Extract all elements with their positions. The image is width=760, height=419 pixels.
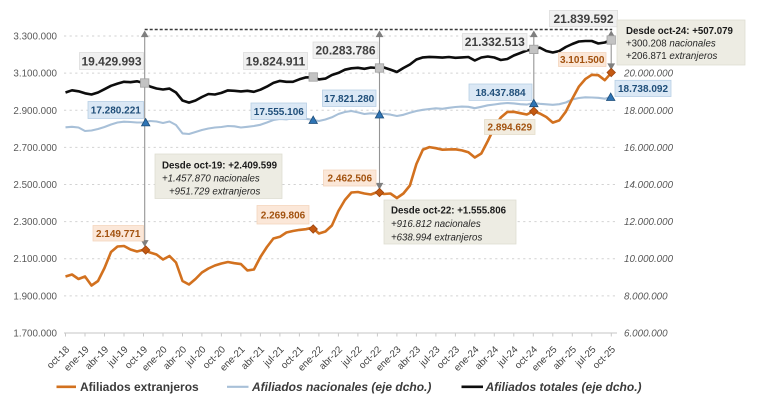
- svg-text:Desde oct-19: +2.409.599: Desde oct-19: +2.409.599: [162, 161, 278, 172]
- svg-text:+916.812 nacionales: +916.812 nacionales: [391, 219, 481, 230]
- svg-text:21.839.592: 21.839.592: [553, 12, 613, 26]
- svg-text:+951.729 extranjeros: +951.729 extranjeros: [169, 187, 260, 198]
- svg-text:20.000.000: 20.000.000: [623, 69, 674, 80]
- svg-text:Afiliados extranjeros: Afiliados extranjeros: [80, 380, 199, 394]
- svg-text:8.000.000: 8.000.000: [624, 291, 668, 302]
- svg-text:Desde oct-24: +507.079: Desde oct-24: +507.079: [626, 26, 734, 37]
- svg-text:3.300.000: 3.300.000: [13, 32, 57, 43]
- svg-text:2.300.000: 2.300.000: [13, 217, 57, 228]
- svg-text:1.700.000: 1.700.000: [13, 329, 57, 340]
- svg-text:+300.208 nacionales: +300.208 nacionales: [626, 39, 716, 50]
- svg-text:21.332.513: 21.332.513: [465, 35, 525, 49]
- svg-text:2.462.506: 2.462.506: [328, 174, 373, 185]
- svg-text:18.738.092: 18.738.092: [618, 84, 668, 95]
- svg-text:16.000.000: 16.000.000: [624, 143, 674, 154]
- svg-text:17.821.280: 17.821.280: [324, 94, 374, 105]
- svg-text:Desde oct-22: +1.555.806: Desde oct-22: +1.555.806: [391, 206, 507, 217]
- svg-text:17.280.221: 17.280.221: [91, 106, 141, 117]
- svg-text:20.283.786: 20.283.786: [315, 44, 375, 58]
- svg-text:18.000.000: 18.000.000: [624, 106, 674, 117]
- svg-text:1.900.000: 1.900.000: [13, 291, 57, 302]
- svg-text:2.894.629: 2.894.629: [488, 123, 533, 134]
- svg-text:2.149.771: 2.149.771: [96, 229, 141, 240]
- svg-text:2.269.806: 2.269.806: [261, 210, 306, 221]
- svg-text:3.100.000: 3.100.000: [13, 69, 57, 80]
- svg-text:3.101.500: 3.101.500: [560, 55, 605, 66]
- svg-text:+1.457.870 nacionales: +1.457.870 nacionales: [162, 174, 260, 185]
- svg-text:18.437.884: 18.437.884: [475, 88, 525, 99]
- svg-text:Afiliados nacionales (eje dcho: Afiliados nacionales (eje dcho.): [251, 380, 431, 394]
- svg-text:17.555.106: 17.555.106: [254, 107, 304, 118]
- svg-text:12.000.000: 12.000.000: [624, 217, 674, 228]
- svg-text:19.429.993: 19.429.993: [81, 54, 141, 68]
- svg-text:2.700.000: 2.700.000: [13, 143, 57, 154]
- svg-text:14.000.000: 14.000.000: [624, 180, 674, 191]
- svg-text:2.900.000: 2.900.000: [13, 106, 57, 117]
- svg-text:2.500.000: 2.500.000: [13, 180, 57, 191]
- svg-text:2.100.000: 2.100.000: [13, 254, 57, 265]
- svg-text:+638.994 extranjeros: +638.994 extranjeros: [391, 233, 482, 244]
- svg-text:6.000.000: 6.000.000: [624, 329, 668, 340]
- svg-text:+206.871 extranjeros: +206.871 extranjeros: [626, 51, 717, 62]
- svg-text:19.824.911: 19.824.911: [246, 54, 306, 68]
- svg-text:Afiliados totales (eje dcho.): Afiliados totales (eje dcho.): [485, 380, 642, 394]
- svg-text:10.000.000: 10.000.000: [624, 254, 674, 265]
